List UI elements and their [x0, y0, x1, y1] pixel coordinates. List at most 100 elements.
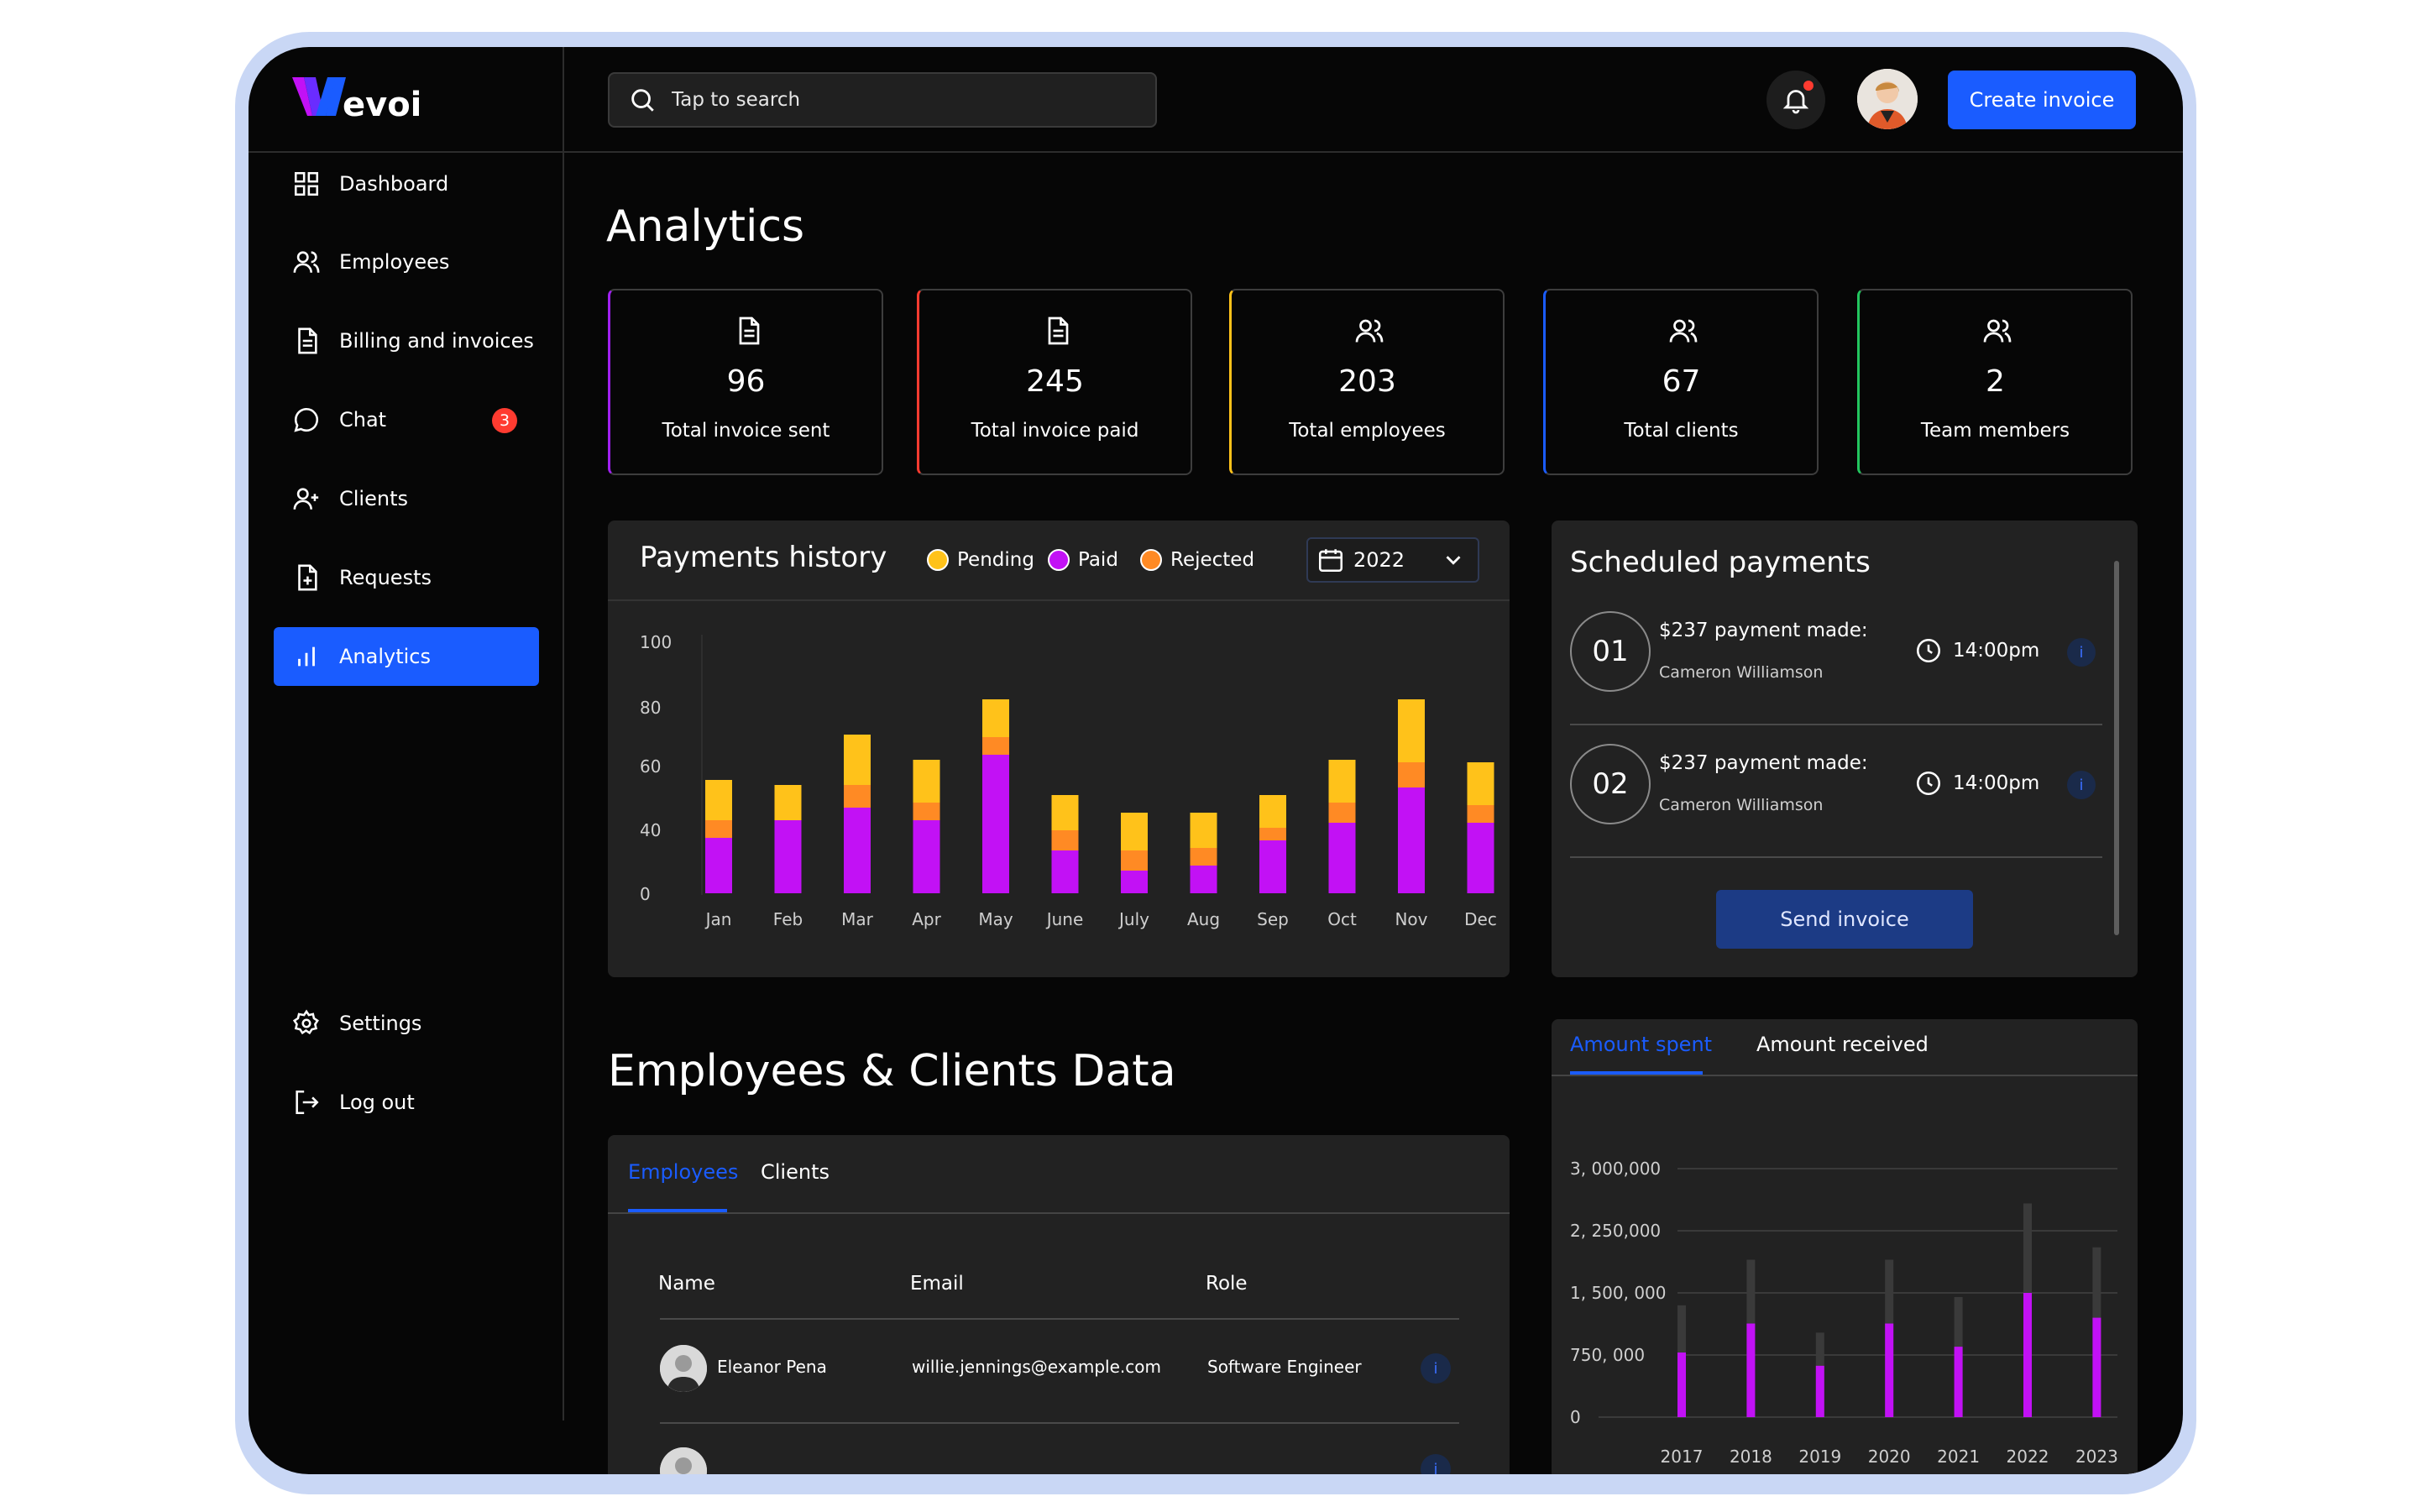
sidebar-item-clients[interactable]: Clients [274, 469, 539, 528]
avatar-image [660, 1345, 707, 1392]
bar-amount-spent [1815, 1365, 1824, 1417]
bar-segment-rejected [844, 785, 871, 808]
tab-employees[interactable]: Employees [628, 1160, 739, 1184]
cell-email: willie.jennings@example.com [912, 1357, 1161, 1377]
sidebar-item-label: Chat [339, 408, 387, 432]
tab-indicator [628, 1209, 727, 1212]
scheduled-payments-panel: Scheduled payments 01 $237 payment made:… [1552, 521, 2138, 977]
stat-card-invoices-paid[interactable]: 245 Total invoice paid [917, 289, 1192, 475]
column-header-role[interactable]: Role [1206, 1273, 1248, 1295]
tab-clients[interactable]: Clients [761, 1160, 830, 1184]
divider [1552, 1075, 2138, 1076]
bar-amount-spent [1677, 1352, 1686, 1417]
user-avatar[interactable] [1857, 69, 1918, 129]
scheduled-item[interactable]: 01 $237 payment made: Cameron Williamson… [1570, 611, 2102, 746]
x-tick-label: Dec [1464, 909, 1497, 929]
stat-card-invoices-sent[interactable]: 96 Total invoice sent [608, 289, 883, 475]
sidebar-item-label: Billing and invoices [339, 329, 534, 353]
y-tick-label: 750, 000 [1570, 1345, 1645, 1365]
avatar-image [1857, 69, 1918, 129]
x-tick-label: 2017 [1661, 1447, 1704, 1467]
x-tick-label: Sep [1257, 909, 1289, 929]
column-header-email[interactable]: Email [910, 1273, 964, 1295]
search-bar[interactable] [608, 72, 1157, 128]
sidebar-item-label: Employees [339, 250, 450, 274]
stat-value: 245 [1026, 364, 1084, 399]
bar-segment-paid [1259, 840, 1286, 893]
year-select[interactable]: 2022 [1306, 537, 1479, 583]
x-tick-label: July [1117, 909, 1149, 929]
bar-segment-paid [844, 808, 871, 893]
users-icon [1669, 319, 1698, 343]
divider [660, 1422, 1459, 1424]
x-tick-label: 2018 [1730, 1447, 1772, 1467]
file-plus-icon [298, 564, 317, 591]
sidebar-item-analytics[interactable]: Analytics [274, 627, 539, 686]
chat-badge: 3 [492, 408, 517, 433]
sidebar-item-billing[interactable]: Billing and invoices [274, 311, 539, 370]
clock-icon [1916, 638, 1941, 663]
logo-text: evoi [343, 86, 421, 124]
document-icon [298, 327, 317, 354]
scheduled-name: Cameron Williamson [1659, 796, 1824, 814]
scheduled-item[interactable]: 02 $237 payment made: Cameron Williamson… [1570, 744, 2102, 878]
users-icon [1355, 319, 1384, 343]
info-icon[interactable]: i [1421, 1454, 1451, 1474]
info-icon[interactable]: i [1421, 1353, 1451, 1384]
stat-card-employees[interactable]: 203 Total employees [1229, 289, 1505, 475]
search-input[interactable] [670, 88, 1144, 112]
legend-dot [927, 549, 949, 571]
stat-card-clients[interactable]: 67 Total clients [1543, 289, 1819, 475]
stat-card-team-members[interactable]: 2 Team members [1857, 289, 2133, 475]
bar-segment-rejected [1121, 850, 1148, 871]
x-tick-label: 2023 [2075, 1447, 2118, 1467]
bar-segment-pending [1259, 795, 1286, 828]
sidebar-item-label: Clients [339, 487, 408, 510]
bar-segment-paid [1467, 823, 1494, 893]
bar-segment-rejected [913, 803, 940, 820]
send-invoice-button[interactable]: Send invoice [1716, 890, 1973, 949]
stat-value: 67 [1662, 364, 1701, 399]
tab-amount-received[interactable]: Amount received [1756, 1033, 1929, 1056]
column-header-name[interactable]: Name [658, 1273, 715, 1295]
app-window: evoi Dashboard Employees Billing and inv… [249, 47, 2183, 1474]
bar-segment-pending [1398, 699, 1425, 762]
sidebar-item-requests[interactable]: Requests [274, 548, 539, 607]
page-title: Analytics [606, 201, 805, 252]
legend-label: Rejected [1170, 549, 1255, 571]
bell-icon [1782, 90, 1809, 114]
sidebar-item-chat[interactable]: Chat 3 [274, 390, 539, 449]
x-tick-label: Oct [1327, 909, 1357, 929]
calendar-icon [1318, 549, 1343, 573]
legend-label: Pending [957, 549, 1034, 571]
x-tick-label: 2022 [2007, 1447, 2049, 1467]
scheduled-time: 14:00pm [1914, 769, 2039, 798]
user-plus-icon [293, 488, 319, 510]
bar-amount-spent [1746, 1323, 1756, 1417]
bar-segment-paid [1190, 866, 1217, 893]
sidebar-item-label: Requests [339, 566, 432, 589]
notifications-button[interactable] [1766, 71, 1825, 129]
grid-icon [294, 171, 319, 196]
scheduled-title: $237 payment made: [1659, 752, 1868, 774]
users-icon [1983, 319, 2012, 343]
divider [660, 1318, 1459, 1320]
payments-chart: 100 80 60 40 0 Jan Feb Mar Apr May June July Aug Sep O… [640, 632, 1497, 929]
bar-amount-spent [1885, 1323, 1894, 1417]
sidebar-item-logout[interactable]: Log out [274, 1073, 539, 1132]
create-invoice-button[interactable]: Create invoice [1948, 71, 2136, 129]
logout-icon [296, 1090, 319, 1115]
amount-chart-panel: Amount spent Amount received 3, 000,000 2… [1552, 1019, 2138, 1474]
sidebar-item-employees[interactable]: Employees [274, 233, 539, 291]
sidebar-item-dashboard[interactable]: Dashboard [274, 154, 539, 213]
tab-amount-spent[interactable]: Amount spent [1570, 1033, 1713, 1056]
year-value: 2022 [1353, 548, 1405, 572]
bar-segment-paid [1121, 871, 1148, 893]
scrollbar[interactable] [2114, 561, 2119, 935]
info-icon[interactable]: i [2067, 638, 2096, 667]
info-icon[interactable]: i [2067, 771, 2096, 799]
sidebar-item-settings[interactable]: Settings [274, 994, 539, 1053]
employees-table-panel: Employees Clients Name Email Role Eleano… [608, 1135, 1510, 1474]
stat-value: 2 [1986, 364, 2005, 399]
bar-amount-spent [2092, 1317, 2101, 1417]
